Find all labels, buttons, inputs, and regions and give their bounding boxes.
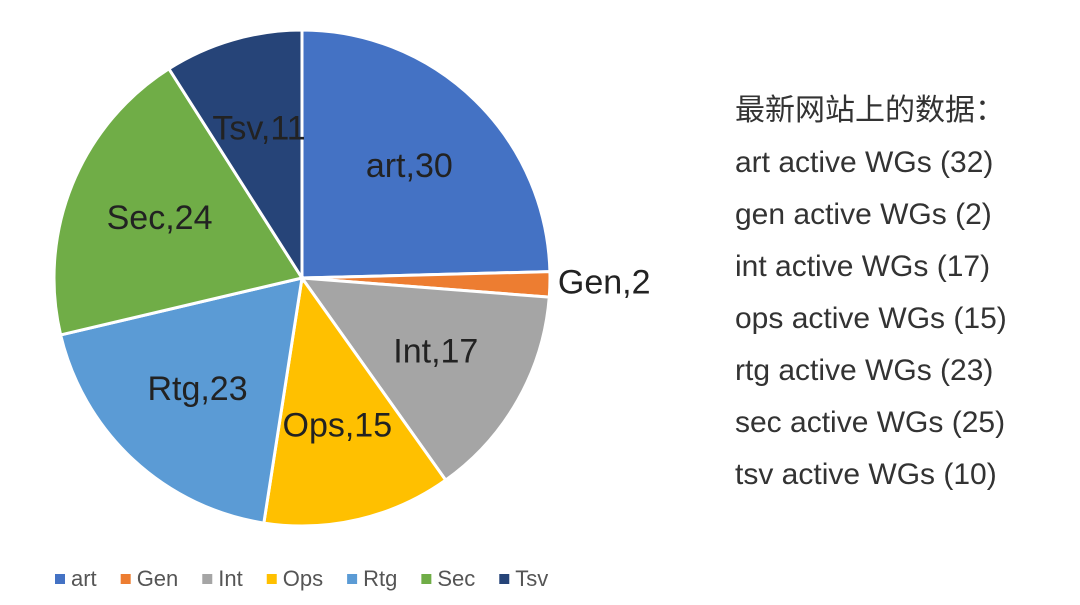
legend-swatch bbox=[421, 574, 432, 584]
legend-label: Ops bbox=[283, 566, 323, 591]
pie-slice bbox=[58, 276, 304, 525]
pie-slice bbox=[300, 28, 552, 280]
legend-swatch bbox=[202, 574, 213, 584]
legend-label: Rtg bbox=[363, 566, 397, 591]
annotation-title: 最新网站上的数据： bbox=[735, 94, 1005, 127]
annotation: sec active WGs (25) bbox=[735, 406, 1005, 439]
legend-swatch bbox=[55, 574, 65, 584]
data-label: Gen,2 bbox=[558, 264, 651, 302]
annotation: art active WGs (32) bbox=[735, 146, 993, 179]
annotation: gen active WGs (2) bbox=[735, 198, 992, 231]
legend-swatch bbox=[499, 574, 510, 584]
pie-slice bbox=[262, 274, 448, 528]
legend-label: Sec bbox=[437, 566, 475, 591]
annotation: rtg active WGs (23) bbox=[735, 354, 993, 387]
legend-label: Gen bbox=[137, 566, 179, 591]
annotation: tsv active WGs (10) bbox=[735, 458, 997, 491]
data-label: Ops,15 bbox=[283, 407, 393, 445]
annotation: int active WGs (17) bbox=[735, 250, 990, 283]
data-label: Sec,24 bbox=[107, 199, 213, 237]
data-label: art,30 bbox=[366, 147, 453, 185]
annotation: ops active WGs (15) bbox=[735, 302, 1007, 335]
legend-label: art bbox=[71, 566, 97, 591]
legend-swatch bbox=[347, 574, 358, 584]
data-label: Tsv,11 bbox=[212, 109, 305, 147]
legend-label: Int bbox=[218, 566, 242, 591]
pie-slice bbox=[298, 276, 551, 483]
pie-slice bbox=[166, 28, 304, 284]
legend-swatch bbox=[266, 574, 277, 584]
data-label: Rtg,23 bbox=[147, 370, 247, 408]
legend-swatch bbox=[120, 574, 131, 584]
legend-label: Tsv bbox=[515, 566, 548, 591]
pie-slice bbox=[52, 66, 305, 337]
data-label: Int,17 bbox=[393, 333, 478, 371]
